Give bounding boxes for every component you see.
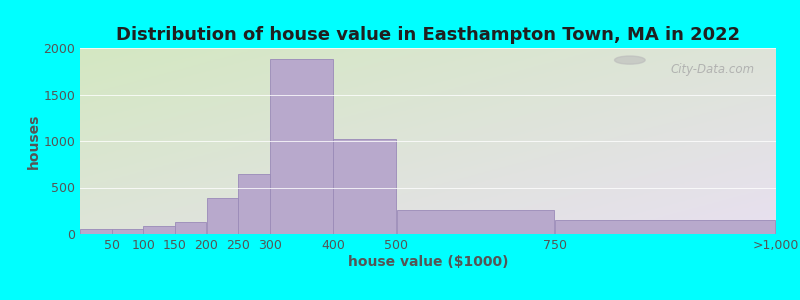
Circle shape — [614, 56, 645, 64]
Bar — [270, 59, 333, 234]
Bar — [397, 210, 554, 234]
Bar — [238, 173, 270, 234]
X-axis label: house value ($1000): house value ($1000) — [348, 255, 508, 268]
Title: Distribution of house value in Easthampton Town, MA in 2022: Distribution of house value in Easthampt… — [116, 26, 740, 44]
Bar — [80, 229, 111, 234]
Y-axis label: houses: houses — [26, 113, 41, 169]
Bar — [143, 226, 175, 234]
Bar — [175, 222, 206, 234]
Bar — [112, 229, 143, 234]
Bar — [206, 198, 238, 234]
Text: City-Data.com: City-Data.com — [671, 63, 755, 76]
Bar — [555, 220, 775, 234]
Bar — [334, 139, 396, 234]
